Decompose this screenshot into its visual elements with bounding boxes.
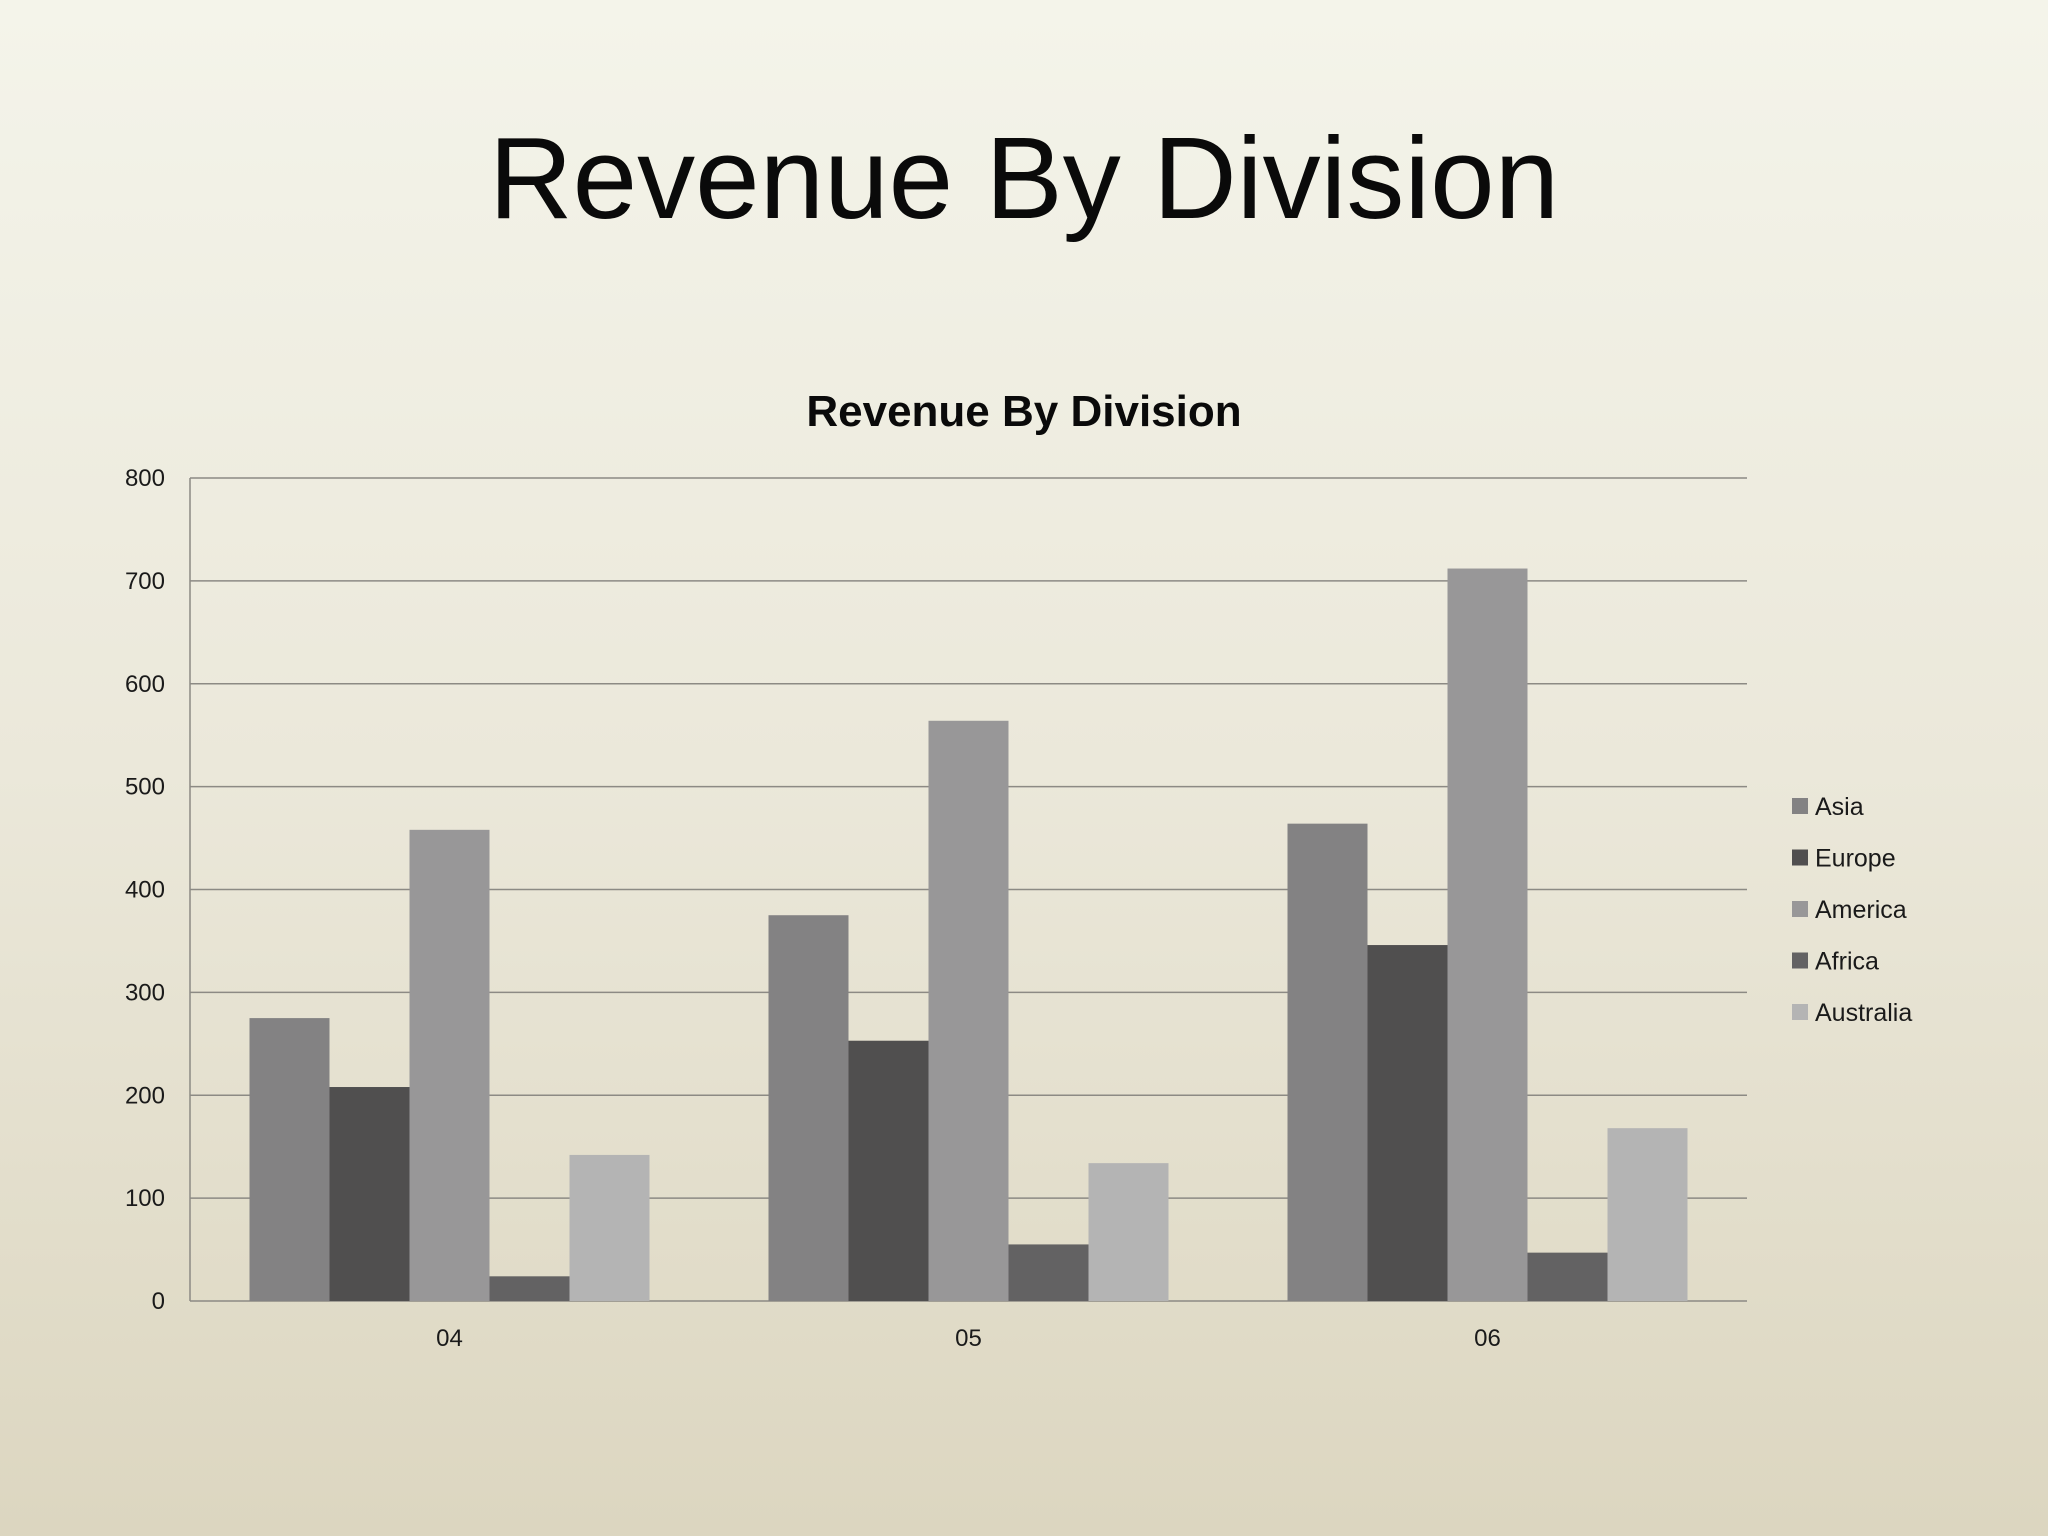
bar-asia-06	[1287, 823, 1368, 1301]
y-tick-label: 700	[125, 568, 165, 595]
bar-africa-04	[489, 1276, 570, 1301]
legend-label-australia: Australia	[1815, 999, 1912, 1027]
legend-label-africa: Africa	[1815, 948, 1879, 976]
x-tick-label: 04	[436, 1325, 463, 1352]
bars	[249, 568, 1688, 1301]
x-tick-label: 05	[955, 1325, 982, 1352]
bar-america-06	[1447, 568, 1528, 1301]
y-tick-label: 100	[125, 1185, 165, 1212]
legend-label-america: America	[1815, 896, 1907, 924]
bar-australia-06	[1607, 1128, 1688, 1301]
y-tick-label: 400	[125, 877, 165, 904]
legend-swatch-asia	[1792, 798, 1808, 814]
y-tick-label: 800	[125, 465, 165, 492]
bar-europe-06	[1367, 945, 1448, 1301]
bar-africa-05	[1008, 1244, 1089, 1301]
x-tick-label: 06	[1474, 1325, 1501, 1352]
legend-swatch-america	[1792, 901, 1808, 917]
bar-africa-06	[1527, 1252, 1608, 1301]
slide-title: Revenue By Division	[488, 113, 1560, 243]
bar-asia-05	[768, 915, 849, 1301]
legend-label-asia: Asia	[1815, 793, 1864, 821]
y-tick-label: 200	[125, 1082, 165, 1109]
y-tick-label: 0	[152, 1288, 165, 1315]
legend-swatch-australia	[1792, 1004, 1808, 1020]
bar-asia-04	[249, 1018, 330, 1301]
bar-australia-05	[1088, 1163, 1169, 1301]
bar-america-05	[928, 720, 1009, 1301]
tick-labels: 0 100 200 300 400 500 600 700 800 04 05 06	[125, 465, 1501, 1352]
legend-swatch-europe	[1792, 849, 1808, 866]
legend-label-europe: Europe	[1815, 845, 1896, 873]
bar-europe-05	[848, 1040, 929, 1301]
y-tick-label: 600	[125, 671, 165, 698]
bar-europe-04	[329, 1087, 410, 1301]
y-tick-label: 300	[125, 979, 165, 1006]
legend-swatch-africa	[1792, 952, 1808, 969]
bar-australia-04	[569, 1154, 650, 1301]
legend: Asia Europe America Africa Australia	[1792, 793, 1912, 1027]
bar-america-04	[409, 829, 490, 1301]
chart-title: Revenue By Division	[806, 387, 1241, 436]
y-tick-label: 500	[125, 774, 165, 801]
